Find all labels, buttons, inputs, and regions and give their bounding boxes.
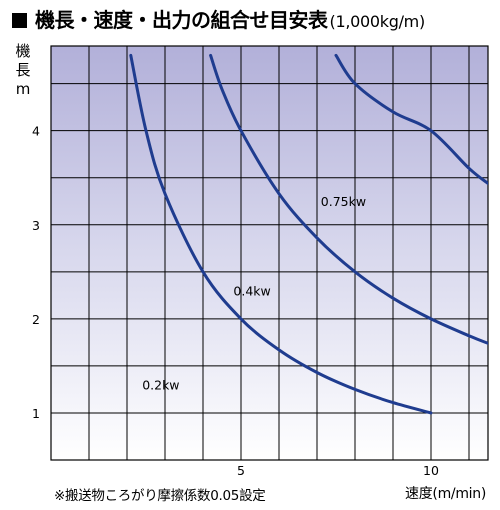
series-label-0.2kw: 0.2kw — [142, 377, 179, 392]
y-tick-label-4: 4 — [32, 124, 40, 139]
series-line-0.4kw — [209, 53, 488, 345]
series-label-0.4kw: 0.4kw — [233, 283, 270, 298]
y-axis-label-char-0: 機 — [15, 42, 31, 60]
x-tick-label-10: 10 — [423, 463, 439, 478]
x-tick-label-5: 5 — [237, 463, 245, 478]
plot-frame — [50, 45, 489, 461]
title-main: 機長・速度・出力の組合せ目安表 — [35, 8, 328, 32]
plot-background — [51, 46, 488, 460]
tick-labels: 1 2 3 4 5 10 — [32, 124, 439, 478]
series-line-0.75kw — [334, 53, 488, 185]
series-line-0.2kw — [129, 53, 433, 415]
y-axis-label-char-1: 長 — [15, 61, 31, 79]
y-axis-label-char-2: m — [15, 80, 31, 98]
curves — [129, 53, 488, 415]
y-tick-label-2: 2 — [32, 312, 40, 327]
title-square-icon — [12, 13, 27, 28]
title-unit: (1,000kg/m) — [329, 12, 426, 31]
y-tick-label-1: 1 — [32, 406, 40, 421]
grid — [50, 45, 489, 461]
y-tick-label-3: 3 — [32, 218, 40, 233]
chart-title: 機長・速度・出力の組合せ目安表 (1,000kg/m) — [12, 4, 425, 38]
curve-labels: 0.2kw 0.4kw 0.75kw — [142, 194, 366, 392]
footnote: ※搬送物ころがり摩擦係数0.05設定 — [54, 488, 266, 504]
series-label-0.75kw: 0.75kw — [321, 194, 366, 209]
x-axis-label: 速度(m/min) — [405, 486, 486, 502]
